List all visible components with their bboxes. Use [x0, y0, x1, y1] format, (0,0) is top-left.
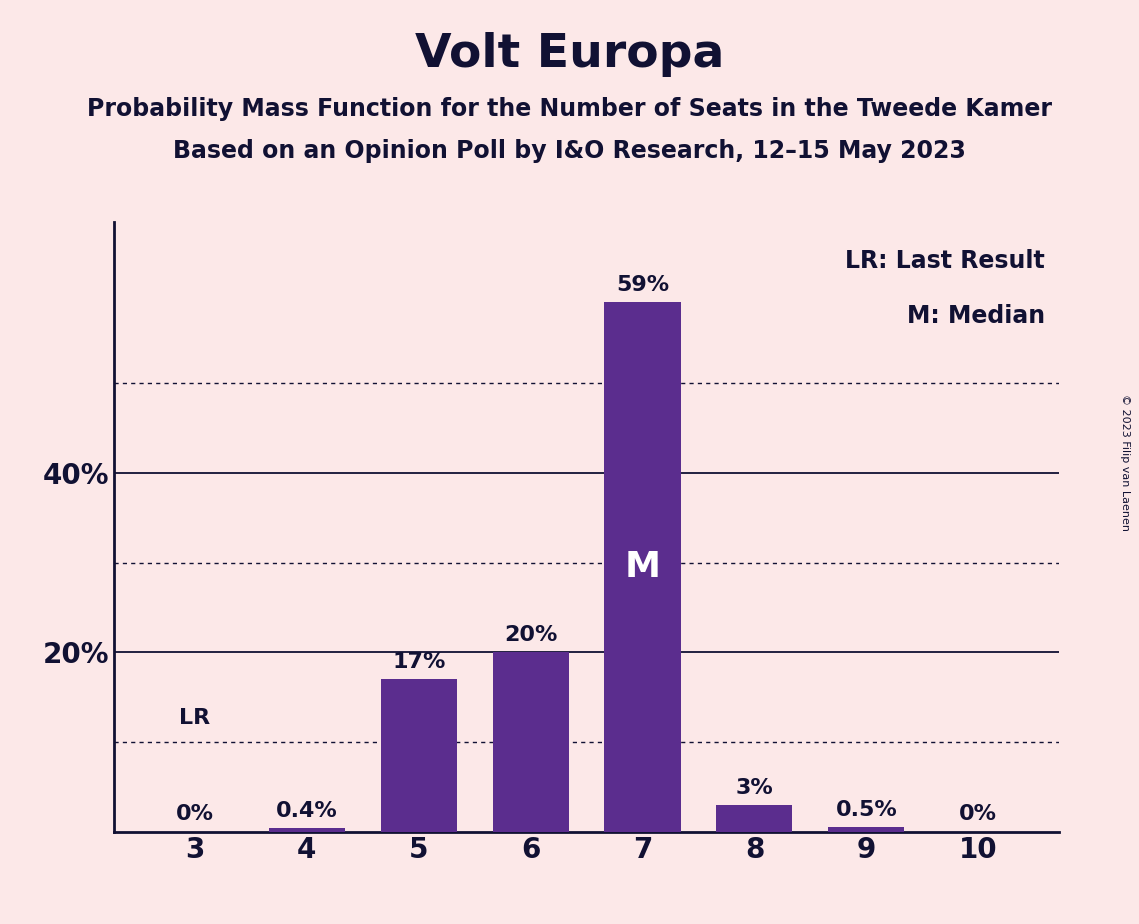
Text: 0.5%: 0.5% — [836, 800, 898, 820]
Text: Probability Mass Function for the Number of Seats in the Tweede Kamer: Probability Mass Function for the Number… — [87, 97, 1052, 121]
Text: Based on an Opinion Poll by I&O Research, 12–15 May 2023: Based on an Opinion Poll by I&O Research… — [173, 139, 966, 163]
Text: 3%: 3% — [736, 777, 773, 797]
Text: 20%: 20% — [503, 625, 557, 645]
Text: M: Median: M: Median — [907, 304, 1046, 328]
Bar — [269, 828, 345, 832]
Text: © 2023 Filip van Laenen: © 2023 Filip van Laenen — [1121, 394, 1130, 530]
Bar — [492, 652, 568, 832]
Text: LR: LR — [179, 709, 211, 728]
Bar — [716, 805, 793, 832]
Text: 17%: 17% — [392, 652, 445, 672]
Bar — [605, 302, 681, 832]
Text: Volt Europa: Volt Europa — [415, 32, 724, 78]
Text: 0%: 0% — [959, 805, 998, 824]
Text: LR: Last Result: LR: Last Result — [845, 249, 1046, 274]
Bar — [828, 827, 904, 832]
Text: M: M — [624, 550, 661, 584]
Bar — [380, 679, 457, 832]
Text: 59%: 59% — [616, 275, 669, 296]
Text: 0%: 0% — [175, 805, 214, 824]
Text: 0.4%: 0.4% — [276, 801, 337, 821]
